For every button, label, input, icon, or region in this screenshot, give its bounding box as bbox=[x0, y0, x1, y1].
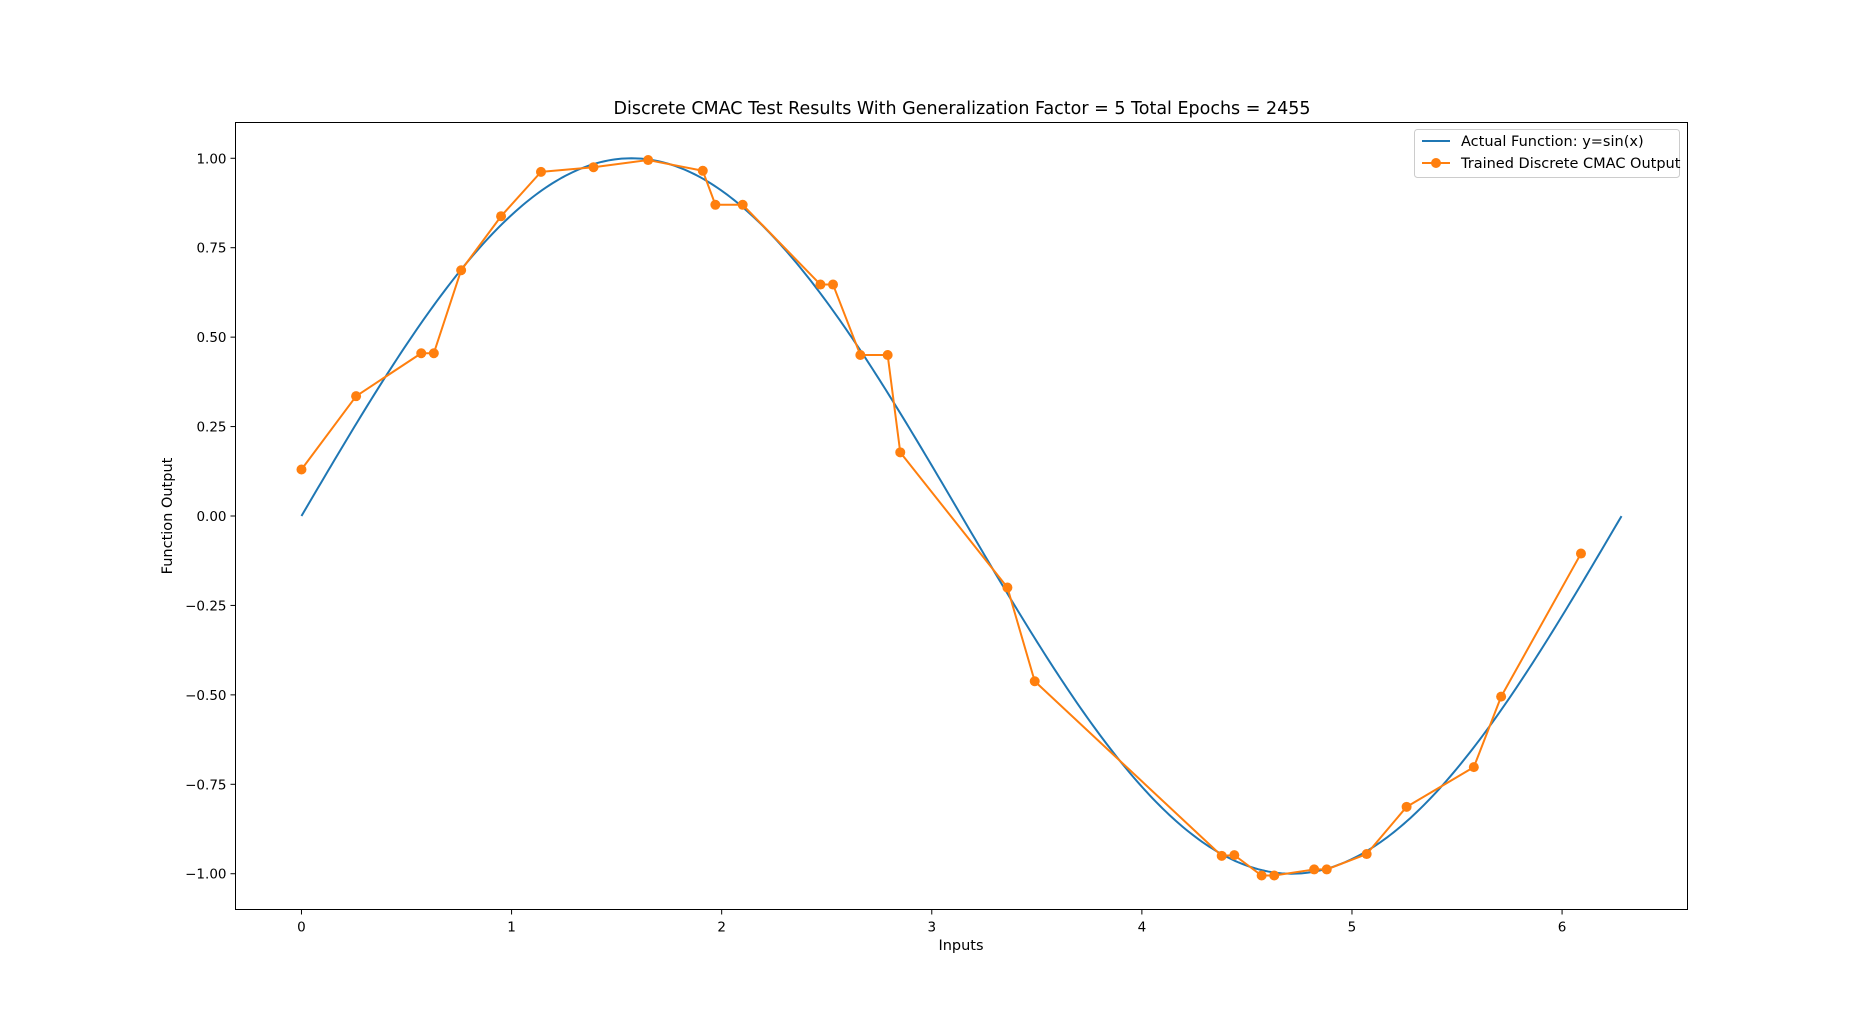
y-tick-label: −1.00 bbox=[185, 867, 226, 883]
data-point-cmac bbox=[1321, 864, 1332, 875]
y-axis-label: Function Output bbox=[160, 457, 176, 574]
legend: Actual Function: y=sin(x) Trained Discre… bbox=[1414, 129, 1681, 178]
data-point-cmac bbox=[710, 199, 721, 210]
data-point-cmac bbox=[697, 165, 708, 176]
series-line-sin bbox=[300, 157, 1623, 875]
y-tick-label: −0.25 bbox=[185, 598, 226, 614]
data-point-cmac bbox=[296, 464, 307, 475]
data-point-cmac bbox=[855, 350, 866, 361]
legend-label-cmac: Trained Discrete CMAC Output bbox=[1460, 156, 1681, 172]
y-tick-label: 0.25 bbox=[196, 420, 226, 436]
y-tick-label: 1.00 bbox=[196, 151, 226, 167]
data-point-cmac bbox=[895, 447, 906, 458]
data-point-cmac bbox=[1496, 691, 1507, 702]
data-point-cmac bbox=[1269, 870, 1280, 881]
data-point-cmac bbox=[1216, 850, 1227, 861]
data-point-cmac bbox=[351, 391, 362, 402]
legend-label-sin: Actual Function: y=sin(x) bbox=[1461, 134, 1644, 150]
x-tick-label: 0 bbox=[297, 920, 306, 936]
y-tick-label: −0.50 bbox=[185, 688, 226, 704]
data-point-cmac bbox=[1401, 801, 1412, 812]
data-point-cmac bbox=[1229, 850, 1240, 861]
data-point-cmac bbox=[496, 211, 507, 222]
x-tick-label: 1 bbox=[507, 920, 516, 936]
x-axis-label: Inputs bbox=[938, 938, 983, 954]
x-tick-label: 5 bbox=[1348, 920, 1357, 936]
data-point-cmac bbox=[1575, 548, 1586, 559]
legend-box bbox=[1414, 129, 1680, 178]
y-tick-label: 0.75 bbox=[196, 241, 226, 257]
data-point-cmac bbox=[1029, 676, 1040, 687]
data-point-cmac bbox=[828, 279, 839, 290]
series-layer bbox=[296, 155, 1623, 881]
legend-marker-cmac bbox=[1431, 158, 1441, 168]
data-point-cmac bbox=[1309, 864, 1320, 875]
data-point-cmac bbox=[882, 350, 893, 361]
data-point-cmac bbox=[737, 199, 748, 210]
chart-title: Discrete CMAC Test Results With Generali… bbox=[613, 99, 1310, 119]
series-line-cmac bbox=[300, 159, 1582, 877]
data-point-cmac bbox=[1361, 849, 1372, 860]
y-tick-label: 0.00 bbox=[196, 509, 226, 525]
data-point-cmac bbox=[1256, 870, 1267, 881]
data-point-cmac bbox=[643, 155, 654, 166]
data-point-cmac bbox=[416, 348, 427, 359]
x-tick-label: 6 bbox=[1558, 920, 1567, 936]
x-axis-ticks: 0 1 2 3 4 5 6 bbox=[297, 909, 1567, 936]
data-point-cmac bbox=[1468, 762, 1479, 773]
x-tick-label: 3 bbox=[927, 920, 936, 936]
x-tick-label: 4 bbox=[1138, 920, 1147, 936]
plot-area bbox=[235, 122, 1688, 910]
y-tick-label: −0.75 bbox=[185, 777, 226, 793]
data-point-cmac bbox=[588, 162, 599, 173]
y-tick-label: 0.50 bbox=[196, 330, 226, 346]
data-point-cmac bbox=[1002, 582, 1013, 593]
x-tick-label: 2 bbox=[717, 920, 726, 936]
data-point-cmac bbox=[535, 166, 546, 177]
y-axis-ticks: 1.00 0.75 0.50 0.25 0.00 −0.25 −0.50 −0.75 −1.00 bbox=[185, 151, 236, 883]
data-point-cmac bbox=[428, 348, 439, 359]
data-point-cmac bbox=[815, 279, 826, 290]
data-point-cmac bbox=[456, 265, 467, 276]
